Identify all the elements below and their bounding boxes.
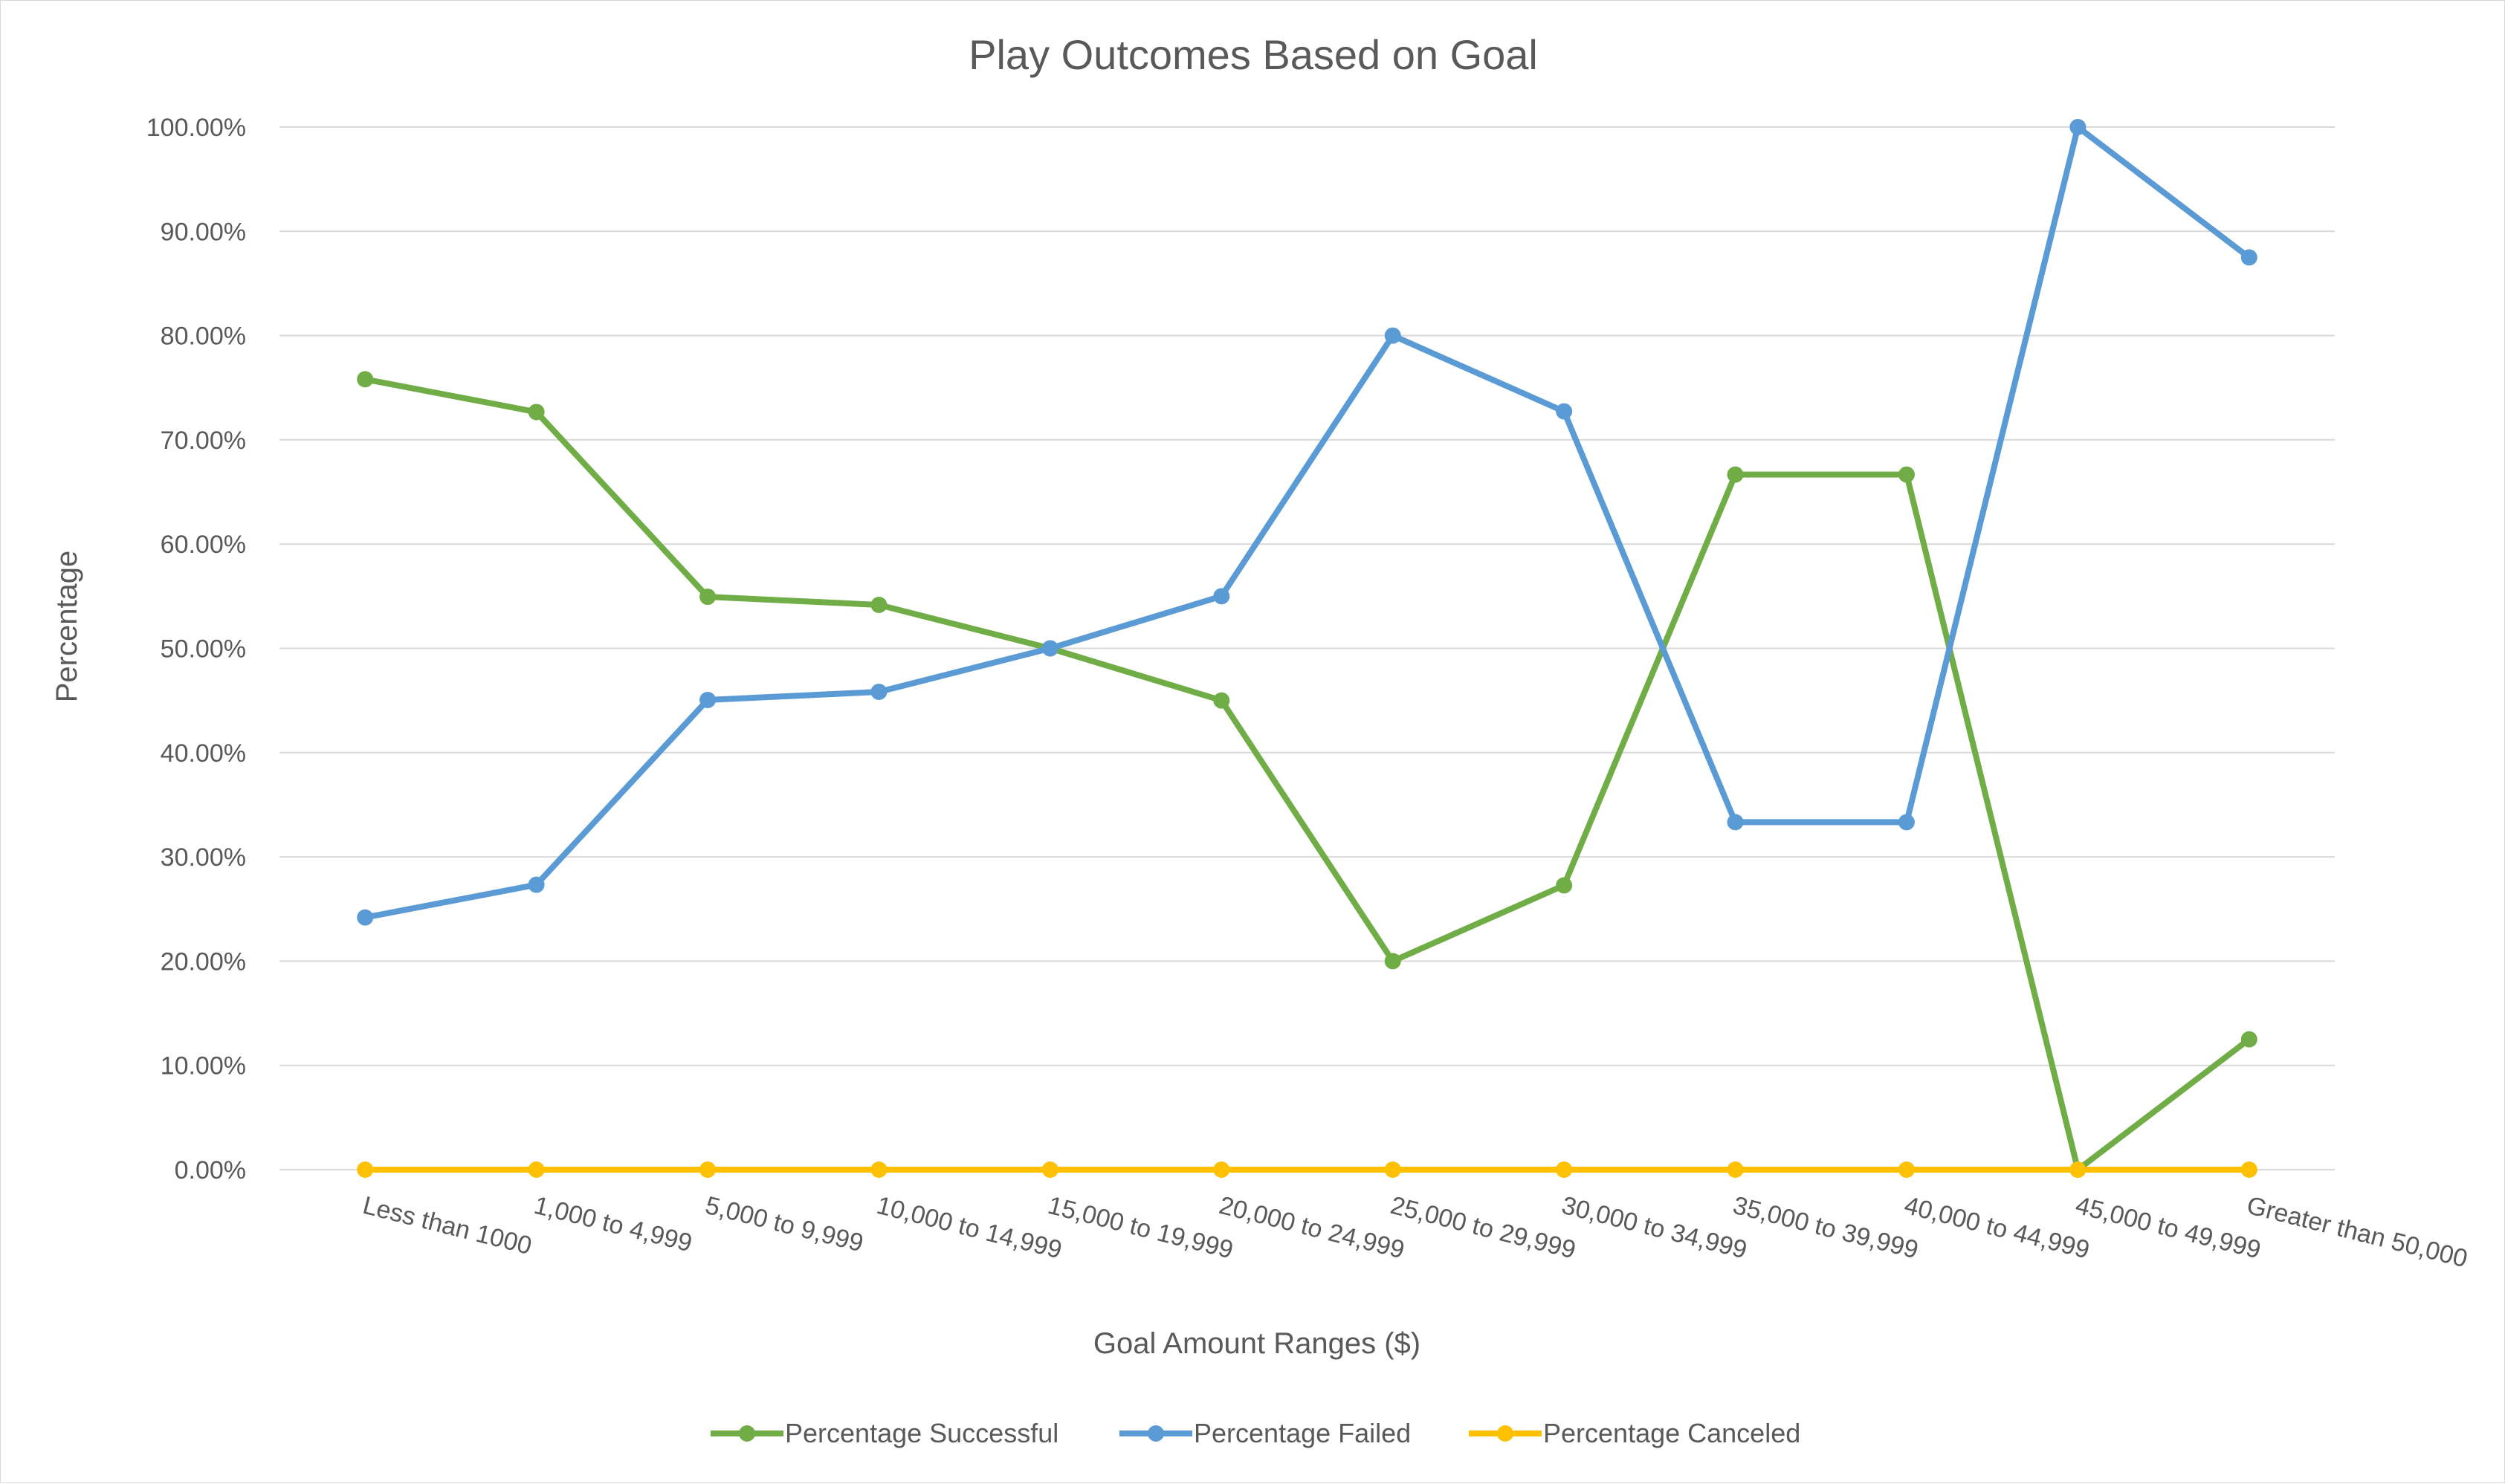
series-percentage-successful — [357, 371, 2257, 1178]
y-tick-label: 50.00% — [161, 635, 246, 664]
data-point — [1898, 1161, 1915, 1178]
data-point — [1384, 1161, 1401, 1178]
chart-title: Play Outcomes Based on Goal — [969, 31, 1538, 78]
data-point — [2240, 1031, 2257, 1048]
data-point — [1384, 327, 1401, 344]
data-point — [528, 876, 545, 893]
legend-label: Percentage Successful — [785, 1418, 1058, 1448]
x-tick-label: Greater than 50,000 — [2244, 1191, 2470, 1273]
x-tick-label: 35,000 to 39,999 — [1730, 1191, 1921, 1265]
y-tick-label: 10.00% — [161, 1052, 246, 1080]
data-point — [528, 1161, 545, 1178]
data-point — [870, 596, 888, 613]
y-tick-label: 100.00% — [146, 114, 246, 142]
data-point — [870, 684, 888, 701]
x-tick-label: 25,000 to 29,999 — [1388, 1191, 1579, 1265]
legend: Percentage Successful Percentage Failed Pe… — [711, 1418, 1800, 1448]
x-tick-label: 1,000 to 4,999 — [531, 1191, 695, 1257]
x-axis-title: Goal Amount Ranges ($) — [1093, 1327, 1420, 1360]
legend-swatch-marker — [1497, 1425, 1513, 1442]
y-axis-tick-labels: 0.00% 10.00% 20.00% 30.00% 40.00% 50.00% 60.00… — [146, 114, 246, 1185]
data-point — [357, 1161, 374, 1178]
x-tick-label: 15,000 to 19,999 — [1045, 1191, 1236, 1265]
data-point — [2069, 119, 2087, 135]
x-tick-label: 45,000 to 49,999 — [2072, 1191, 2263, 1265]
series-lines — [357, 119, 2257, 1178]
series-percentage-failed — [357, 119, 2257, 926]
data-point — [1556, 877, 1573, 894]
data-point — [357, 371, 374, 388]
x-tick-label: 10,000 to 14,999 — [874, 1191, 1065, 1265]
data-point — [699, 691, 717, 708]
data-point — [2240, 249, 2257, 266]
series-line — [362, 376, 2252, 1173]
y-tick-label: 20.00% — [161, 947, 246, 976]
y-axis-title: Percentage — [51, 551, 83, 703]
data-point — [699, 1161, 717, 1178]
data-point — [1041, 640, 1058, 657]
data-point — [2069, 1161, 2087, 1178]
data-point — [699, 589, 717, 606]
legend-swatch-marker — [1148, 1425, 1164, 1442]
x-tick-label: 30,000 to 34,999 — [1559, 1191, 1750, 1265]
x-tick-label: 20,000 to 24,999 — [1216, 1191, 1407, 1265]
y-tick-label: 40.00% — [161, 739, 246, 768]
data-point — [1556, 403, 1573, 420]
data-point — [1727, 1161, 1744, 1178]
legend-label: Percentage Failed — [1194, 1418, 1411, 1448]
x-tick-label: Less than 1000 — [360, 1191, 534, 1260]
legend-item: Percentage Failed — [1119, 1418, 1411, 1448]
data-point — [1384, 953, 1401, 970]
data-point — [1213, 1161, 1230, 1178]
gridlines — [279, 126, 2335, 1170]
data-point — [1213, 692, 1230, 709]
data-point — [1727, 814, 1744, 831]
series-line — [362, 124, 2252, 921]
data-point — [357, 909, 374, 926]
data-point — [1556, 1161, 1573, 1178]
data-point — [1213, 588, 1230, 605]
data-point — [1898, 814, 1915, 831]
data-point — [2240, 1161, 2257, 1178]
data-point — [1727, 466, 1744, 483]
legend-item: Percentage Successful — [711, 1418, 1058, 1448]
y-tick-label: 90.00% — [161, 218, 246, 246]
series-percentage-canceled — [357, 1161, 2257, 1178]
legend-item: Percentage Canceled — [1469, 1418, 1800, 1448]
data-point — [1898, 466, 1915, 483]
data-point — [870, 1161, 888, 1178]
y-tick-label: 60.00% — [161, 531, 246, 559]
data-point — [1041, 1161, 1058, 1178]
legend-swatch-marker — [739, 1425, 755, 1442]
y-tick-label: 80.00% — [161, 323, 246, 351]
x-tick-label: 5,000 to 9,999 — [702, 1191, 866, 1257]
x-tick-label: 40,000 to 44,999 — [1901, 1191, 2092, 1265]
y-tick-label: 30.00% — [161, 843, 246, 872]
y-tick-label: 0.00% — [175, 1156, 246, 1185]
data-point — [528, 404, 545, 421]
legend-label: Percentage Canceled — [1543, 1418, 1800, 1448]
y-tick-label: 70.00% — [161, 427, 246, 455]
